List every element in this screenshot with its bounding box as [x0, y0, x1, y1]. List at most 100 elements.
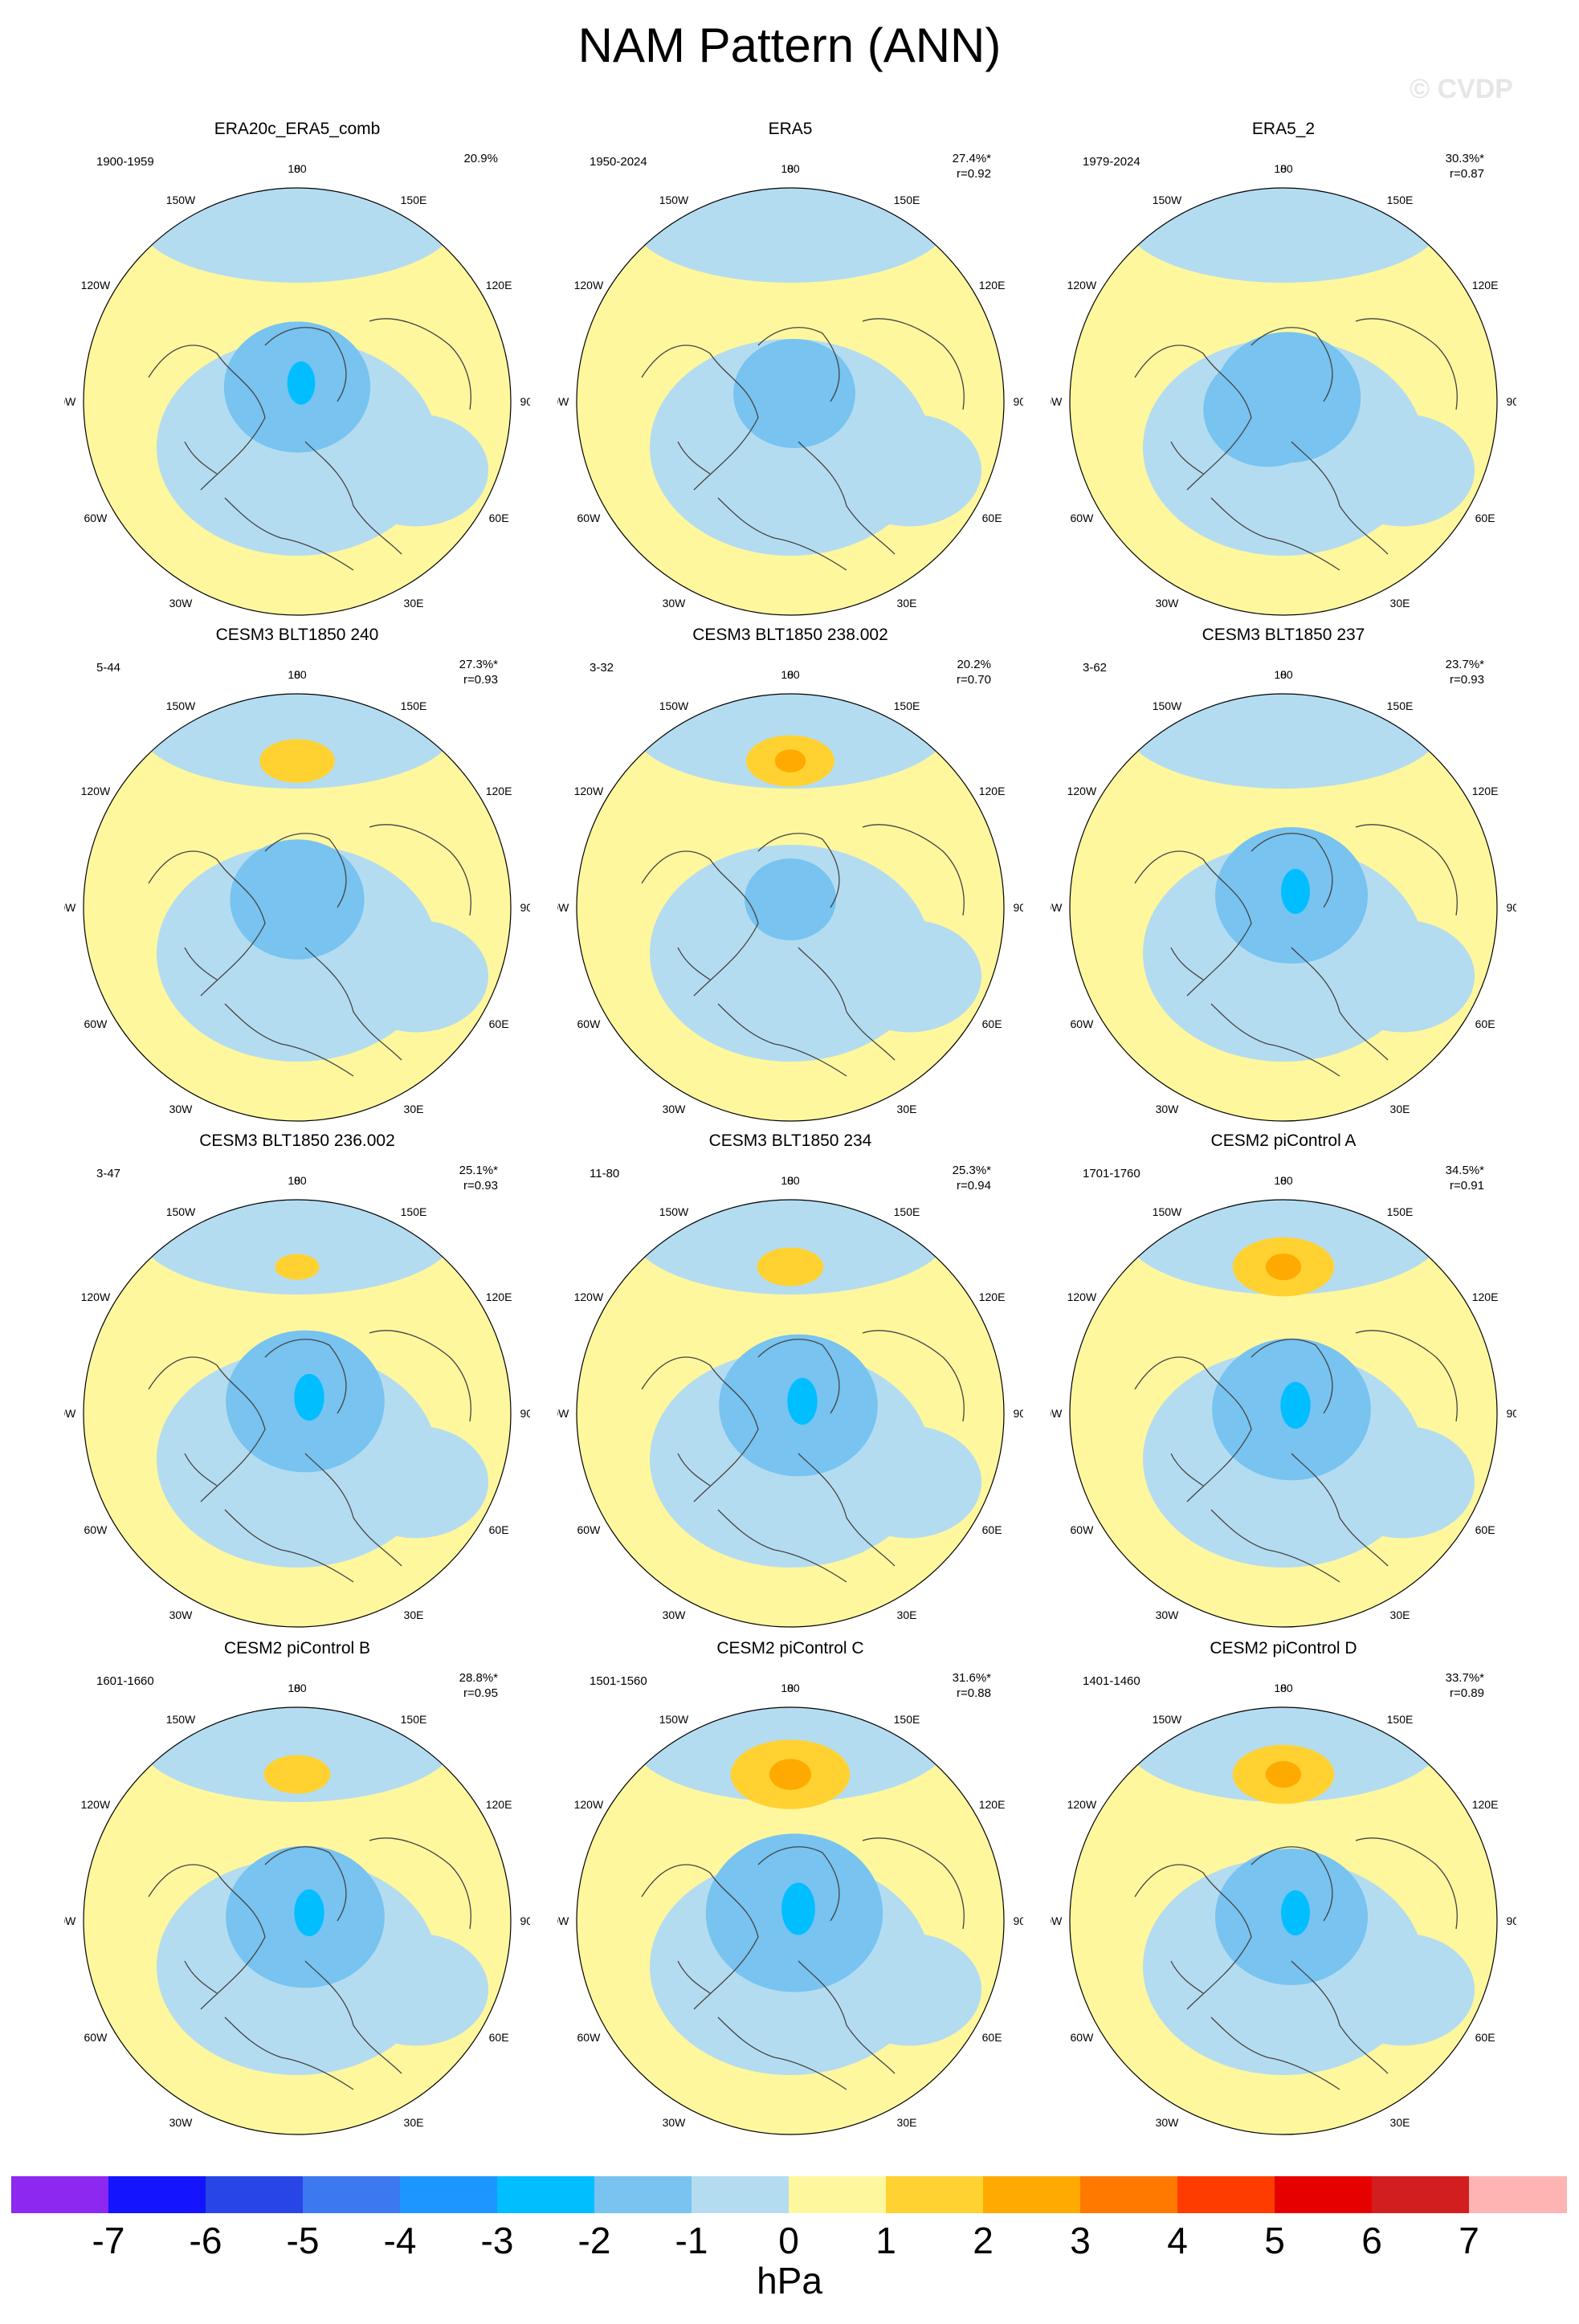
- coastline: [757, 833, 840, 908]
- coastline: [757, 1339, 840, 1414]
- panel-years: 3-32: [590, 661, 614, 675]
- coastline: [717, 1003, 847, 1077]
- longitude-label: 150E: [1387, 699, 1414, 712]
- longitude-label: 90W: [557, 901, 569, 914]
- map-border: [576, 187, 1005, 616]
- negative-region: [344, 414, 489, 527]
- longitude-label: 90E: [520, 1914, 530, 1927]
- colorbar-units: hPa: [757, 2260, 822, 2302]
- colorbar-tick-label: -7: [92, 2220, 125, 2261]
- panel-years: 1979-2024: [1083, 155, 1140, 169]
- coastline: [304, 1453, 402, 1567]
- map-panel: ERA5_2 1979-2024 30.3%* r=0.87 180 0 150E 120E 9…: [1051, 119, 1516, 617]
- longitude-label: 90E: [1507, 901, 1516, 914]
- longitude-label: 30E: [1390, 1103, 1410, 1115]
- negative-region: [344, 919, 489, 1033]
- longitude-label: 0: [787, 1682, 794, 1694]
- longitude-label: 180: [288, 1174, 307, 1187]
- explained-variance: 25.1%*: [459, 1164, 498, 1177]
- map-border: [576, 1706, 1005, 2135]
- longitude-label: 0: [787, 668, 794, 681]
- explained-variance: 20.2%: [957, 658, 991, 671]
- coastline: [862, 1330, 965, 1422]
- coastline: [1291, 441, 1389, 555]
- longitude-label: 150E: [401, 1713, 427, 1726]
- longitude-label: 30W: [1156, 2116, 1180, 2129]
- map-border: [1069, 1706, 1498, 2135]
- negative-max: [1280, 1381, 1311, 1429]
- negative-region: [344, 1933, 489, 2046]
- panel-title: CESM2 piControl C: [716, 1639, 864, 1657]
- longitude-label: 90W: [64, 901, 76, 914]
- coastline: [148, 1864, 266, 2010]
- longitude-label: 30W: [169, 1608, 194, 1621]
- coastline: [1134, 1356, 1252, 1502]
- coastline: [1210, 1509, 1340, 1583]
- coastline: [677, 441, 711, 475]
- longitude-label: 30E: [404, 1608, 424, 1621]
- watermark: © CVDP: [1410, 74, 1513, 104]
- map-border: [1069, 693, 1498, 1122]
- negative-region: [630, 1200, 951, 1295]
- panel-stats: 30.3%* r=0.87: [1446, 151, 1484, 181]
- longitude-label: 150W: [166, 194, 196, 206]
- positive-max: [774, 749, 806, 773]
- panel-stats: 20.2% r=0.70: [957, 657, 991, 687]
- coastline: [304, 947, 402, 1061]
- panel-title: CESM2 piControl D: [1210, 1639, 1357, 1657]
- longitude-label: 60W: [84, 512, 108, 524]
- coastline: [148, 345, 266, 491]
- coastlines: [641, 1330, 965, 1583]
- longitude-label: 150W: [1153, 699, 1182, 712]
- coastline: [862, 318, 965, 410]
- pattern-correlation: r=0.93: [463, 1179, 498, 1193]
- longitude-label: 150W: [166, 699, 196, 712]
- map-border: [576, 1199, 1005, 1628]
- longitude-label: 150W: [659, 194, 689, 206]
- negative-max: [781, 1882, 815, 1935]
- panel-stats: 34.5%* r=0.91: [1446, 1163, 1484, 1193]
- longitude-label: 30W: [663, 597, 687, 610]
- pattern-correlation: r=0.93: [1450, 673, 1484, 687]
- positive-center: [263, 741, 331, 781]
- colorbar-cell: [789, 2176, 887, 2213]
- map-border: [576, 693, 1005, 1122]
- coastline: [717, 497, 847, 571]
- negative-max: [287, 361, 316, 405]
- colorbar-labels: -7 -6 -5 -4 -3 -2 -1 0 1 2 3 4 5 6 7: [0, 2218, 1579, 2266]
- longitude-label: 60E: [1475, 1523, 1495, 1536]
- coastline: [1355, 1330, 1458, 1422]
- longitude-label: 30E: [404, 597, 424, 610]
- longitude-label: 120W: [1067, 1798, 1097, 1811]
- longitude-label: 90E: [1507, 1407, 1516, 1420]
- coastlines: [1134, 1330, 1458, 1583]
- colorbar-cell: [594, 2176, 692, 2213]
- negative-region: [1123, 188, 1444, 283]
- panel-stats: 25.3%* r=0.94: [953, 1163, 991, 1193]
- coastlines: [148, 824, 471, 1077]
- negative-region: [1123, 694, 1444, 789]
- longitude-label: 60W: [1071, 1523, 1095, 1536]
- coastline: [757, 1846, 840, 1922]
- negative-region: [630, 694, 951, 789]
- coastline: [224, 497, 354, 571]
- longitude-label: 60W: [1071, 1017, 1095, 1030]
- coastline: [264, 833, 347, 908]
- map-panel: CESM3 BLT1850 234 11-80 25.3%* r=0.94 180 0 15…: [557, 1131, 1023, 1629]
- coastline: [717, 2016, 847, 2090]
- longitude-label: 180: [288, 668, 307, 681]
- explained-variance: 31.6%*: [952, 1671, 991, 1685]
- longitude-label: 180: [1274, 1682, 1293, 1694]
- negative-max: [294, 1373, 324, 1421]
- map-panel: ERA20c_ERA5_comb 1900-1959 20.9% 180 0 150E 12…: [64, 119, 530, 617]
- longitude-label: 120W: [81, 785, 111, 797]
- longitude-label: 150E: [1387, 1205, 1414, 1218]
- coastline: [1291, 947, 1389, 1061]
- coastline: [304, 441, 402, 555]
- colorbar-tick-label: 5: [1264, 2220, 1285, 2261]
- longitude-label: 120E: [1472, 1290, 1499, 1303]
- coastline: [677, 947, 711, 981]
- longitude-label: 30E: [404, 2116, 424, 2129]
- longitude-label: 150W: [1153, 1205, 1182, 1218]
